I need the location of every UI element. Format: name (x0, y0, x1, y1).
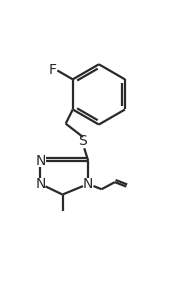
Text: N: N (35, 177, 46, 191)
Text: N: N (35, 154, 46, 168)
Text: N: N (83, 177, 93, 191)
Text: F: F (49, 64, 57, 78)
Text: S: S (78, 134, 87, 148)
